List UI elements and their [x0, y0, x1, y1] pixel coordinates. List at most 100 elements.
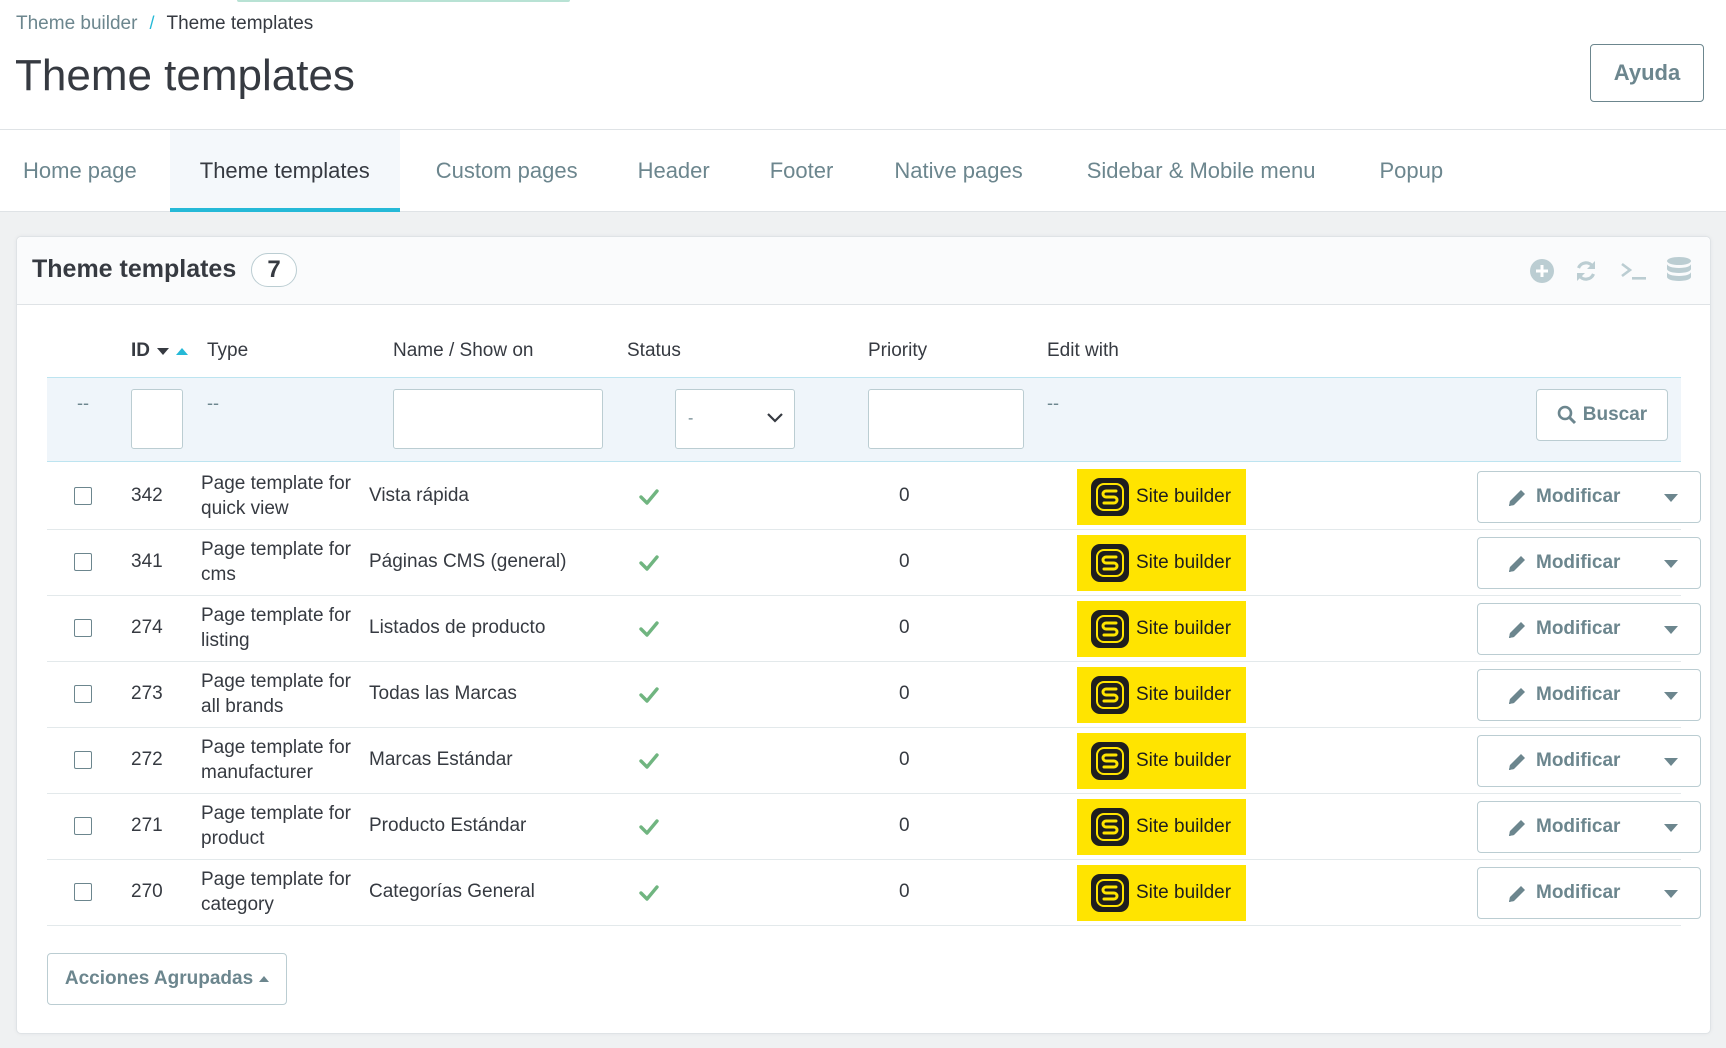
site-builder-badge[interactable]: Site builder	[1077, 601, 1246, 657]
database-icon[interactable]	[1662, 255, 1696, 287]
tab-footer[interactable]: Footer	[740, 130, 864, 212]
modify-button-label: Modificar	[1536, 486, 1621, 507]
priority-filter-input[interactable]	[868, 389, 1024, 449]
pencil-icon	[1509, 556, 1525, 572]
caret-down-icon[interactable]	[1664, 494, 1678, 502]
status-enabled-check-icon[interactable]	[638, 684, 660, 706]
modify-button[interactable]: Modificar	[1477, 735, 1701, 787]
caret-down-icon[interactable]	[1664, 824, 1678, 832]
table-row: 270 Page template for category Categoría…	[47, 860, 1701, 926]
row-select-checkbox[interactable]	[74, 685, 92, 703]
caret-down-icon[interactable]	[1664, 626, 1678, 634]
site-builder-logo-icon	[1091, 544, 1129, 582]
modify-button-label: Modificar	[1536, 816, 1621, 837]
search-icon	[1557, 405, 1576, 425]
caret-down-icon[interactable]	[1664, 890, 1678, 898]
row-name: Categorías General	[369, 881, 535, 902]
filter-row	[47, 377, 1681, 462]
status-enabled-check-icon[interactable]	[638, 750, 660, 772]
chevron-down-icon	[767, 413, 783, 423]
tab-bar: Home page Theme templates Custom pages H…	[0, 130, 1726, 212]
row-id: 270	[131, 881, 163, 902]
row-id: 342	[131, 485, 163, 506]
modify-button[interactable]: Modificar	[1477, 669, 1701, 721]
status-enabled-check-icon[interactable]	[638, 618, 660, 640]
row-priority: 0	[899, 551, 910, 572]
caret-down-icon[interactable]	[1664, 758, 1678, 766]
status-filter-value: -	[688, 410, 694, 427]
row-name: Páginas CMS (general)	[369, 551, 567, 572]
modify-button-label: Modificar	[1536, 750, 1621, 771]
loading-progress-bar	[237, 0, 570, 2]
site-builder-badge[interactable]: Site builder	[1077, 535, 1246, 591]
refresh-icon[interactable]	[1570, 255, 1602, 287]
site-builder-badge[interactable]: Site builder	[1077, 469, 1246, 525]
tab-popup[interactable]: Popup	[1345, 130, 1473, 212]
modify-button[interactable]: Modificar	[1477, 537, 1701, 589]
site-builder-badge[interactable]: Site builder	[1077, 667, 1246, 723]
tab-custom-pages[interactable]: Custom pages	[400, 130, 608, 212]
column-header-id[interactable]: ID	[131, 340, 188, 362]
table-row: 274 Page template for listing Listados d…	[47, 596, 1701, 662]
breadcrumb-parent-link[interactable]: Theme builder	[16, 13, 138, 34]
column-header-edit-with: Edit with	[1047, 340, 1119, 361]
site-builder-label: Site builder	[1136, 552, 1232, 573]
site-builder-badge[interactable]: Site builder	[1077, 733, 1246, 789]
name-filter-input[interactable]	[393, 389, 603, 449]
panel-title: Theme templates	[32, 255, 237, 283]
status-enabled-check-icon[interactable]	[638, 552, 660, 574]
sort-desc-icon[interactable]	[157, 347, 169, 355]
caret-down-icon[interactable]	[1664, 692, 1678, 700]
row-id: 273	[131, 683, 163, 704]
tab-label: Home page	[23, 158, 137, 183]
tab-header[interactable]: Header	[608, 130, 740, 212]
modify-button-label: Modificar	[1536, 684, 1621, 705]
site-builder-logo-icon	[1091, 874, 1129, 912]
status-enabled-check-icon[interactable]	[638, 486, 660, 508]
tab-label: Popup	[1379, 158, 1444, 183]
tab-home-page[interactable]: Home page	[0, 130, 170, 212]
site-builder-badge[interactable]: Site builder	[1077, 799, 1246, 855]
status-enabled-check-icon[interactable]	[638, 882, 660, 904]
row-id: 274	[131, 617, 163, 638]
search-button[interactable]: Buscar	[1536, 389, 1668, 441]
site-builder-badge[interactable]: Site builder	[1077, 865, 1246, 921]
pencil-icon	[1509, 490, 1525, 506]
caret-down-icon[interactable]	[1664, 560, 1678, 568]
id-filter-input[interactable]	[131, 389, 183, 449]
status-filter-select[interactable]: -	[675, 389, 795, 449]
status-enabled-check-icon[interactable]	[638, 816, 660, 838]
row-select-checkbox[interactable]	[74, 817, 92, 835]
tab-theme-templates[interactable]: Theme templates	[169, 130, 400, 212]
row-priority: 0	[899, 881, 910, 902]
modify-button[interactable]: Modificar	[1477, 603, 1701, 655]
pencil-icon	[1509, 622, 1525, 638]
modify-button[interactable]: Modificar	[1477, 867, 1701, 919]
row-select-checkbox[interactable]	[74, 751, 92, 769]
row-type: Page template for category	[201, 869, 351, 915]
sort-asc-icon[interactable]	[176, 347, 188, 355]
modify-button[interactable]: Modificar	[1477, 801, 1701, 853]
column-header-label: ID	[131, 340, 150, 361]
row-select-checkbox[interactable]	[74, 487, 92, 505]
row-select-checkbox[interactable]	[74, 553, 92, 571]
row-select-checkbox[interactable]	[74, 619, 92, 637]
bulk-actions-label: Acciones Agrupadas	[64, 968, 254, 989]
tab-sidebar-mobile-menu[interactable]: Sidebar & Mobile menu	[1053, 130, 1346, 212]
row-type: Page template for all brands	[201, 671, 351, 717]
row-id: 271	[131, 815, 163, 836]
site-builder-logo-icon	[1091, 808, 1129, 846]
breadcrumb-separator: /	[149, 13, 155, 33]
type-filter-placeholder: --	[207, 393, 219, 413]
bulk-filter-placeholder: --	[77, 393, 89, 413]
help-button[interactable]: Ayuda	[1590, 44, 1704, 102]
sql-query-icon[interactable]	[1616, 255, 1652, 287]
add-icon[interactable]	[1526, 255, 1558, 287]
modify-button[interactable]: Modificar	[1477, 471, 1701, 523]
site-builder-label: Site builder	[1136, 486, 1232, 507]
page-title: Theme templates	[15, 51, 355, 100]
bulk-actions-button[interactable]: Acciones Agrupadas	[47, 953, 287, 1005]
row-select-checkbox[interactable]	[74, 883, 92, 901]
tab-native-pages[interactable]: Native pages	[863, 130, 1052, 212]
site-builder-label: Site builder	[1136, 816, 1232, 837]
